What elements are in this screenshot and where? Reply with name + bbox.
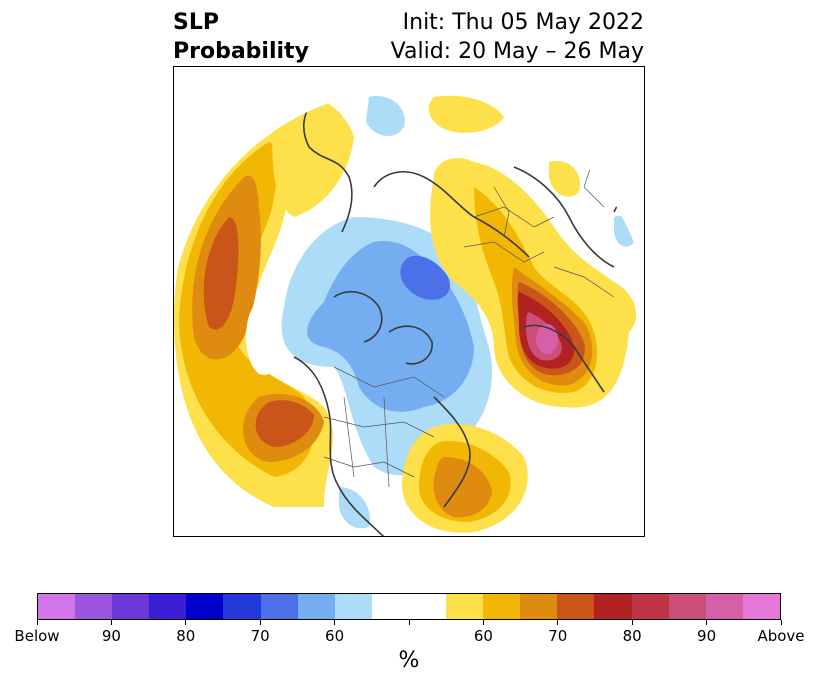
colorbar-tick-label: 70 xyxy=(548,627,568,645)
chart-title-left: SLP Probability xyxy=(173,8,309,66)
colorbar-segment xyxy=(408,594,447,619)
pacific-above-region xyxy=(174,112,333,507)
colorbar-tick xyxy=(780,620,782,625)
colorbar-segment xyxy=(371,594,409,619)
colorbar-segment xyxy=(668,594,706,619)
colorbar-tick xyxy=(334,620,336,625)
colorbar xyxy=(37,593,781,620)
colorbar-segment xyxy=(149,594,187,619)
colorbar-tick xyxy=(482,620,484,625)
colorbar-tick-label: 60 xyxy=(325,627,345,645)
map-panel xyxy=(173,66,645,537)
colorbar-tick xyxy=(557,620,559,625)
colorbar-tick xyxy=(706,620,708,625)
colorbar-segment xyxy=(186,594,224,619)
colorbar-tick xyxy=(185,620,187,625)
title-valid-range: Valid: 20 May – 26 May xyxy=(390,39,644,64)
colorbar-segment xyxy=(334,594,372,619)
probability-map xyxy=(174,94,637,536)
atlantic-above-region xyxy=(402,423,528,533)
colorbar-tick-label: 70 xyxy=(250,627,270,645)
chart-title-right: Init: Thu 05 May 2022 Valid: 20 May – 26… xyxy=(391,8,644,66)
colorbar-segment xyxy=(557,594,595,619)
colorbar-tick-label: 80 xyxy=(176,627,196,645)
colorbar-segment xyxy=(260,594,298,619)
colorbar-tick-label: 60 xyxy=(473,627,493,645)
colorbar-segment xyxy=(631,594,669,619)
colorbar-segment xyxy=(75,594,113,619)
colorbar-segment xyxy=(594,594,632,619)
colorbar-segment xyxy=(742,594,780,619)
colorbar-tick-label: 90 xyxy=(101,627,121,645)
colorbar-tick-label: Below xyxy=(14,627,60,645)
colorbar-segment xyxy=(483,594,521,619)
colorbar-segment xyxy=(297,594,335,619)
colorbar-tick-label: 90 xyxy=(697,627,717,645)
colorbar-segment xyxy=(223,594,261,619)
colorbar-tick-label: 80 xyxy=(622,627,642,645)
colorbar-tick xyxy=(110,620,112,625)
colorbar-segment xyxy=(705,594,743,619)
arctic-below-region xyxy=(246,217,493,476)
siberia-above-region xyxy=(272,94,580,217)
colorbar-tick xyxy=(36,620,38,625)
colorbar-tick xyxy=(631,620,633,625)
title-init-date: Init: Thu 05 May 2022 xyxy=(402,10,644,35)
colorbar-unit: % xyxy=(398,648,420,673)
colorbar-tick xyxy=(259,620,261,625)
colorbar-tick-label: Above xyxy=(757,627,805,645)
title-variable: SLP xyxy=(173,10,219,35)
title-quantity: Probability xyxy=(173,39,309,64)
colorbar-segment xyxy=(520,594,558,619)
colorbar-segment xyxy=(38,594,76,619)
colorbar-segment xyxy=(446,594,484,619)
colorbar-segment xyxy=(112,594,150,619)
colorbar-tick xyxy=(408,620,410,625)
